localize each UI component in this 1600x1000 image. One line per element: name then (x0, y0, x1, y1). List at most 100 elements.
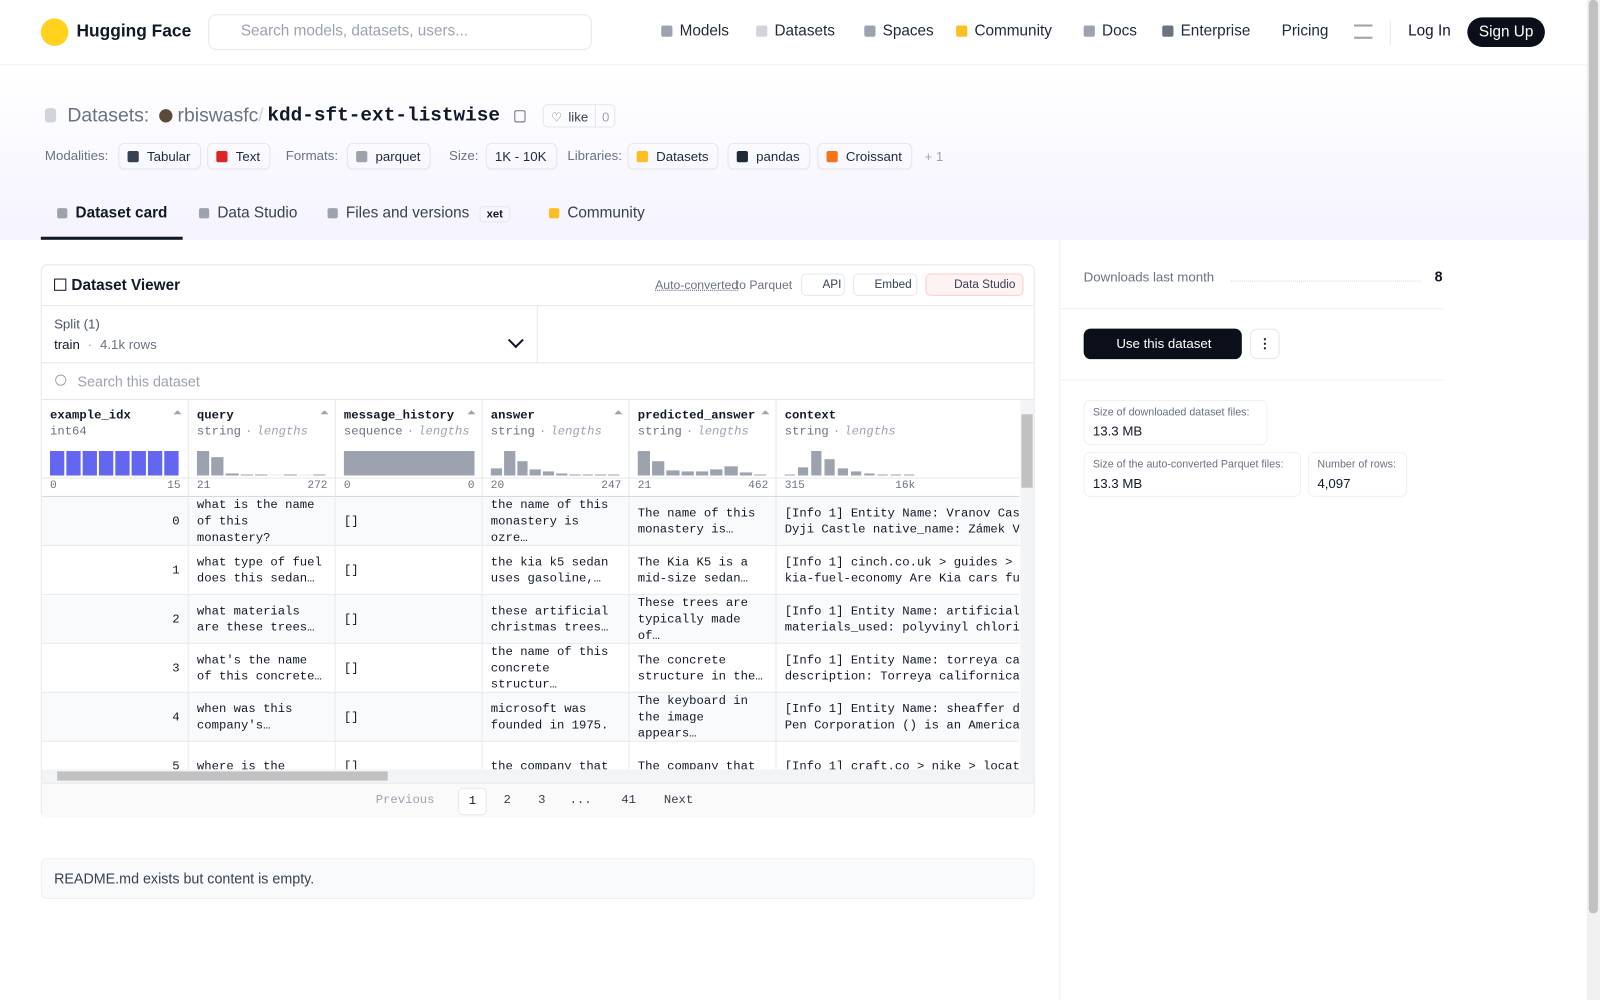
v-scrollbar[interactable] (1020, 399, 1034, 770)
column-header[interactable]: context string · lengths 315 16k (776, 400, 1020, 497)
table-cell[interactable]: [Info 1] Entity Name: torreya cali descr… (776, 643, 1020, 693)
table-cell[interactable]: these artificial christmas trees… (482, 594, 630, 644)
histogram-bar[interactable] (115, 451, 130, 476)
histogram-bar[interactable] (284, 473, 297, 476)
table-cell[interactable]: 4 (41, 692, 189, 742)
histogram-bar[interactable] (298, 474, 311, 476)
histogram-bar[interactable] (797, 467, 809, 476)
copy-icon[interactable] (514, 110, 526, 123)
nav-item[interactable]: Enterprise (1162, 22, 1250, 40)
page-next[interactable]: Next (663, 792, 694, 808)
table-cell[interactable]: [Info 1] craft.co > nike > locatio (776, 741, 1020, 770)
table-cell[interactable]: [] (335, 496, 483, 546)
histogram-bar[interactable] (739, 472, 752, 476)
column-header[interactable]: answer string · lengths 20 247 (482, 399, 630, 497)
histogram-bar[interactable] (666, 470, 680, 476)
login[interactable]: Log In (1408, 22, 1451, 40)
histogram-bar[interactable] (637, 451, 651, 476)
histogram-bar[interactable] (569, 473, 581, 476)
nav-item[interactable]: Models (661, 22, 729, 40)
histogram-bar[interactable] (147, 451, 163, 476)
histogram-bar[interactable] (131, 451, 146, 476)
tab[interactable]: Dataset card (57, 204, 167, 221)
page-number[interactable]: 3 (538, 792, 546, 808)
histogram-bar[interactable] (503, 451, 515, 476)
table-cell[interactable]: the company that (482, 741, 630, 770)
table-cell[interactable]: The company that (629, 741, 777, 770)
histogram-bar[interactable] (864, 473, 875, 476)
table-cell[interactable]: [Info 1] Entity Name: sheaffer des Pen C… (776, 692, 1020, 742)
histogram-bar[interactable] (890, 473, 902, 476)
table-cell[interactable]: 1 (41, 545, 189, 595)
table-cell[interactable]: [Info 1] Entity Name: Vranov Castl Dyji … (776, 496, 1020, 546)
table-cell[interactable]: 3 (41, 643, 189, 693)
histogram-bar[interactable] (529, 469, 542, 476)
histogram-bar[interactable] (753, 473, 767, 476)
table-cell[interactable]: the kia k5 sedan uses gasoline,… (482, 545, 630, 595)
table-cell[interactable]: microsoft was founded in 1975. (482, 692, 630, 742)
tab[interactable]: Community (548, 204, 645, 221)
histogram-bar[interactable] (904, 473, 915, 476)
table-cell[interactable]: The keyboard in the image appears… (629, 692, 777, 742)
histogram-bar[interactable] (196, 451, 210, 476)
histogram-bar[interactable] (681, 471, 694, 476)
histogram-bar[interactable] (254, 473, 268, 476)
viewer-button[interactable]: API (801, 273, 845, 296)
page-previous[interactable]: Previous (375, 792, 435, 808)
h-scroll-thumb[interactable] (57, 771, 388, 781)
table-cell[interactable]: what materials are these trees… (188, 594, 336, 644)
histogram-bar[interactable] (343, 451, 475, 476)
use-dataset-button[interactable] (1083, 328, 1242, 360)
histogram-bar[interactable] (98, 451, 114, 476)
histogram-bar[interactable] (516, 461, 528, 476)
histogram-bar[interactable] (608, 473, 620, 476)
histogram-bar[interactable] (652, 461, 665, 476)
table-cell[interactable]: The Kia K5 is a mid-size sedan… (629, 545, 777, 595)
histogram-bar[interactable] (837, 468, 848, 476)
table-cell[interactable]: the name of this concrete structur… (482, 643, 630, 693)
column-header[interactable]: message_history sequence · lengths 0 0 (335, 399, 483, 497)
histogram-bar[interactable] (784, 473, 795, 476)
table-cell[interactable]: 2 (41, 594, 189, 644)
tab[interactable]: Data Studio (198, 204, 297, 221)
histogram-bar[interactable] (164, 451, 179, 476)
histogram-bar[interactable] (824, 459, 835, 476)
histogram-bar[interactable] (851, 471, 862, 476)
tag-chip[interactable]: 1K - 10K (485, 142, 557, 170)
histogram-bar[interactable] (82, 451, 97, 476)
repo-owner[interactable]: rbiswasfc (177, 105, 259, 127)
search-box[interactable] (208, 14, 592, 50)
tag-chip[interactable]: parquet (346, 142, 431, 170)
tab[interactable]: Files and versions xet (327, 204, 510, 223)
sort-icon[interactable] (173, 410, 182, 415)
viewer-button[interactable]: Data Studio (925, 273, 1024, 296)
repo-name[interactable]: kdd-sft-ext-listwise (267, 104, 501, 127)
column-header[interactable]: query string · lengths 21 272 (188, 399, 336, 497)
like-button[interactable] (542, 104, 616, 128)
table-cell[interactable]: [] (335, 594, 483, 644)
table-cell[interactable]: These trees are typically made of… (629, 594, 777, 644)
table-cell[interactable]: where is the (188, 741, 336, 770)
table-cell[interactable]: the name of this monastery is ozre… (482, 496, 630, 546)
table-cell[interactable]: [] (335, 545, 483, 595)
table-cell[interactable]: [] (335, 692, 483, 742)
histogram-bar[interactable] (877, 473, 888, 476)
page-scroll-thumb[interactable] (1588, 0, 1598, 914)
table-cell[interactable]: when was this company's… (188, 692, 336, 742)
more-tags[interactable]: + 1 (924, 148, 944, 165)
page-number[interactable]: 1 (458, 787, 487, 816)
sort-icon[interactable] (320, 410, 329, 415)
histogram-bar[interactable] (695, 471, 709, 476)
sort-icon[interactable] (614, 410, 623, 415)
nav-item[interactable]: Pricing (1282, 22, 1329, 39)
table-cell[interactable]: what's the name of this concrete… (188, 643, 336, 693)
v-scroll-thumb[interactable] (1021, 414, 1033, 488)
page-number[interactable]: 2 (503, 792, 511, 808)
histogram-bar[interactable] (313, 473, 326, 476)
histogram-bar[interactable] (49, 451, 65, 476)
table-cell[interactable]: 5 (41, 741, 189, 770)
tag-chip[interactable]: Tabular (118, 142, 201, 170)
nav-item[interactable]: Datasets (756, 22, 835, 40)
sort-icon[interactable] (761, 410, 770, 415)
histogram-bar[interactable] (269, 474, 282, 476)
